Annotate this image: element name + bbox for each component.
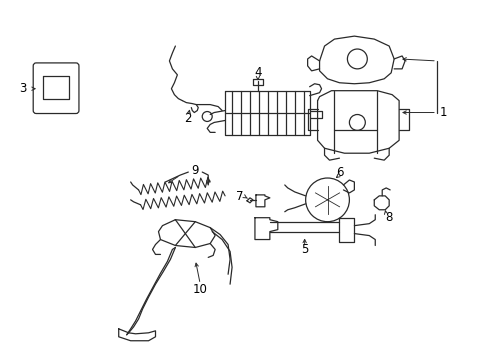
Text: 3: 3 xyxy=(20,82,27,95)
Text: 6: 6 xyxy=(335,166,343,179)
Text: 1: 1 xyxy=(439,106,447,119)
Text: 4: 4 xyxy=(254,66,261,79)
Text: 10: 10 xyxy=(192,283,207,296)
Text: 9: 9 xyxy=(191,163,199,176)
Text: 2: 2 xyxy=(184,112,192,125)
Text: 8: 8 xyxy=(385,211,392,224)
Text: 7: 7 xyxy=(236,190,244,203)
Text: 5: 5 xyxy=(300,243,308,256)
